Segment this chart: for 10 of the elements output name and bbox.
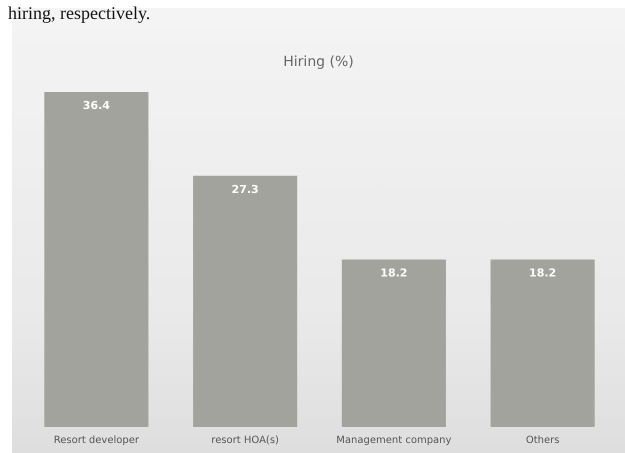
data-label: 18.2 — [380, 266, 408, 280]
data-label: 27.3 — [232, 182, 259, 196]
text: hiring, respectively. — [8, 2, 150, 23]
x-tick-label: Others — [526, 435, 560, 446]
x-tick-label: Management company — [336, 435, 452, 446]
x-tick-label: resort HOA(s) — [211, 435, 280, 446]
chart-title: Hiring (%) — [283, 54, 354, 70]
data-label: 18.2 — [529, 266, 556, 280]
data-label: 36.4 — [82, 99, 110, 112]
x-tick-label: Resort developer — [54, 435, 140, 446]
